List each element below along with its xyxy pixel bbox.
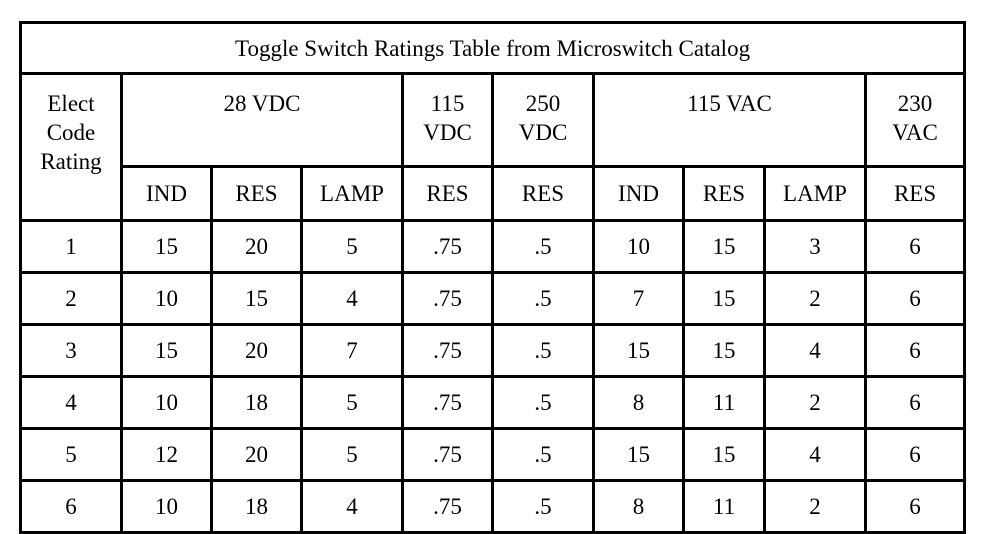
rating-value-cell: 11: [682, 375, 766, 430]
group-header-115vac: 115 VAC: [592, 72, 867, 168]
rating-value-cell: .5: [491, 479, 595, 534]
group-header-230vac: 230 VAC: [863, 72, 967, 168]
rating-value-cell: 8: [592, 375, 685, 430]
rating-value-cell: 5: [300, 219, 404, 274]
group-header-line: 28 VDC: [223, 91, 301, 116]
subheader-cell: RES: [682, 165, 766, 222]
rating-value-cell: 15: [682, 427, 766, 482]
rating-value-cell: 5: [300, 427, 404, 482]
rating-value-cell: 6: [863, 427, 967, 482]
rating-value-cell: 15: [210, 271, 303, 326]
rating-value-cell: 10: [120, 479, 213, 534]
title-row: Toggle Switch Ratings Table from Microsw…: [18, 21, 967, 75]
rating-value-cell: 6: [863, 375, 967, 430]
rating-value-cell: .75: [401, 375, 494, 430]
rating-value-cell: 5: [300, 375, 404, 430]
rating-value-cell: .5: [491, 271, 595, 326]
group-header-row: Elect Code Rating 28 VDC 115 VDC 250 VDC…: [19, 72, 967, 222]
rating-value-cell: 15: [682, 271, 766, 326]
code-rating-cell: 6: [19, 479, 123, 534]
code-rating-header: Elect Code Rating: [19, 72, 123, 222]
rating-value-cell: 10: [120, 271, 213, 326]
subheader-cell: RES: [491, 165, 595, 222]
rating-value-cell: 4: [763, 323, 867, 378]
rating-value-cell: 2: [763, 479, 867, 534]
rating-value-cell: 20: [210, 219, 303, 274]
rating-value-cell: .5: [491, 219, 595, 274]
group-header-line: VDC: [423, 120, 472, 145]
rating-value-cell: .75: [401, 219, 494, 274]
table-row: 5 12 20 5.75.5 15 15 4 6: [19, 427, 967, 482]
rating-value-cell: 10: [120, 375, 213, 430]
ratings-table: Toggle Switch Ratings Table from Microsw…: [18, 21, 967, 534]
code-rating-cell: 3: [19, 323, 123, 378]
rating-value-cell: .75: [401, 323, 494, 378]
subheader-row: IND RES LAMP RES RES IND RES LAMP RES: [21, 165, 967, 222]
rating-value-cell: 7: [300, 323, 404, 378]
rating-value-cell: 4: [300, 271, 404, 326]
group-header-250vdc: 250 VDC: [491, 72, 595, 168]
subheader-cell: IND: [120, 165, 213, 222]
table-row: 3 15 20 7.75.5 15 15 4 6: [19, 323, 967, 378]
group-header-28vdc: 28 VDC: [120, 72, 404, 168]
table-row: 6 10 18 4.75.5 8 11 2 6: [19, 479, 967, 534]
code-header-line: Code: [46, 120, 96, 145]
rating-value-cell: 15: [682, 323, 766, 378]
rating-value-cell: 4: [300, 479, 404, 534]
table-row: 1 15 20 5.75.5 10 15 3 6: [19, 219, 967, 274]
group-header-115vdc: 115 VDC: [401, 72, 494, 168]
rating-value-cell: 7: [592, 271, 685, 326]
table-row: 4 10 18 5.75.5 8 11 2 6: [19, 375, 967, 430]
code-header-line: Elect: [47, 91, 95, 116]
rating-value-cell: .5: [491, 323, 595, 378]
rating-value-cell: 18: [210, 375, 303, 430]
rating-value-cell: .5: [491, 427, 595, 482]
subheader-cell: LAMP: [763, 165, 867, 222]
rating-value-cell: 6: [863, 323, 967, 378]
rating-value-cell: 3: [763, 219, 867, 274]
rating-value-cell: 15: [592, 427, 685, 482]
rating-value-cell: 15: [120, 219, 213, 274]
code-rating-cell: 5: [19, 427, 123, 482]
rating-value-cell: 6: [863, 271, 967, 326]
rating-value-cell: 15: [682, 219, 766, 274]
rating-value-cell: .5: [491, 375, 595, 430]
table-title: Toggle Switch Ratings Table from Microsw…: [18, 21, 967, 75]
rating-value-cell: 15: [592, 323, 685, 378]
rating-value-cell: 4: [763, 427, 867, 482]
rating-value-cell: 11: [682, 479, 766, 534]
rating-value-cell: 2: [763, 375, 867, 430]
group-header-line: 230: [897, 91, 933, 116]
subheader-cell: RES: [863, 165, 967, 222]
code-rating-cell: 4: [19, 375, 123, 430]
subheader-cell: RES: [401, 165, 494, 222]
rating-value-cell: 15: [120, 323, 213, 378]
rating-value-cell: 20: [210, 323, 303, 378]
subheader-cell: IND: [592, 165, 685, 222]
group-header-line: 115 VAC: [687, 91, 772, 116]
rating-value-cell: 12: [120, 427, 213, 482]
code-rating-cell: 1: [19, 219, 123, 274]
rating-value-cell: 6: [863, 219, 967, 274]
rating-value-cell: 2: [763, 271, 867, 326]
subheader-cell: RES: [210, 165, 303, 222]
data-rows: 1 15 20 5.75.5 10 15 3 6 2 10 15 4.75.5 7 15 2 6 3 15 20 7.…: [19, 219, 967, 534]
subheader-cell: LAMP: [300, 165, 404, 222]
group-header-line: VAC: [892, 120, 938, 145]
group-header-line: 115: [430, 91, 465, 116]
code-rating-cell: 2: [19, 271, 123, 326]
rating-value-cell: .75: [401, 479, 494, 534]
group-header-line: 250: [525, 91, 561, 116]
rating-value-cell: 18: [210, 479, 303, 534]
rating-value-cell: .75: [401, 427, 494, 482]
rating-value-cell: 10: [592, 219, 685, 274]
rating-value-cell: .75: [401, 271, 494, 326]
rating-value-cell: 6: [863, 479, 967, 534]
group-header-line: VDC: [518, 120, 568, 145]
rating-value-cell: 20: [210, 427, 303, 482]
table-row: 2 10 15 4.75.5 7 15 2 6: [19, 271, 967, 326]
rating-value-cell: 8: [592, 479, 685, 534]
code-header-line: Rating: [40, 149, 102, 174]
